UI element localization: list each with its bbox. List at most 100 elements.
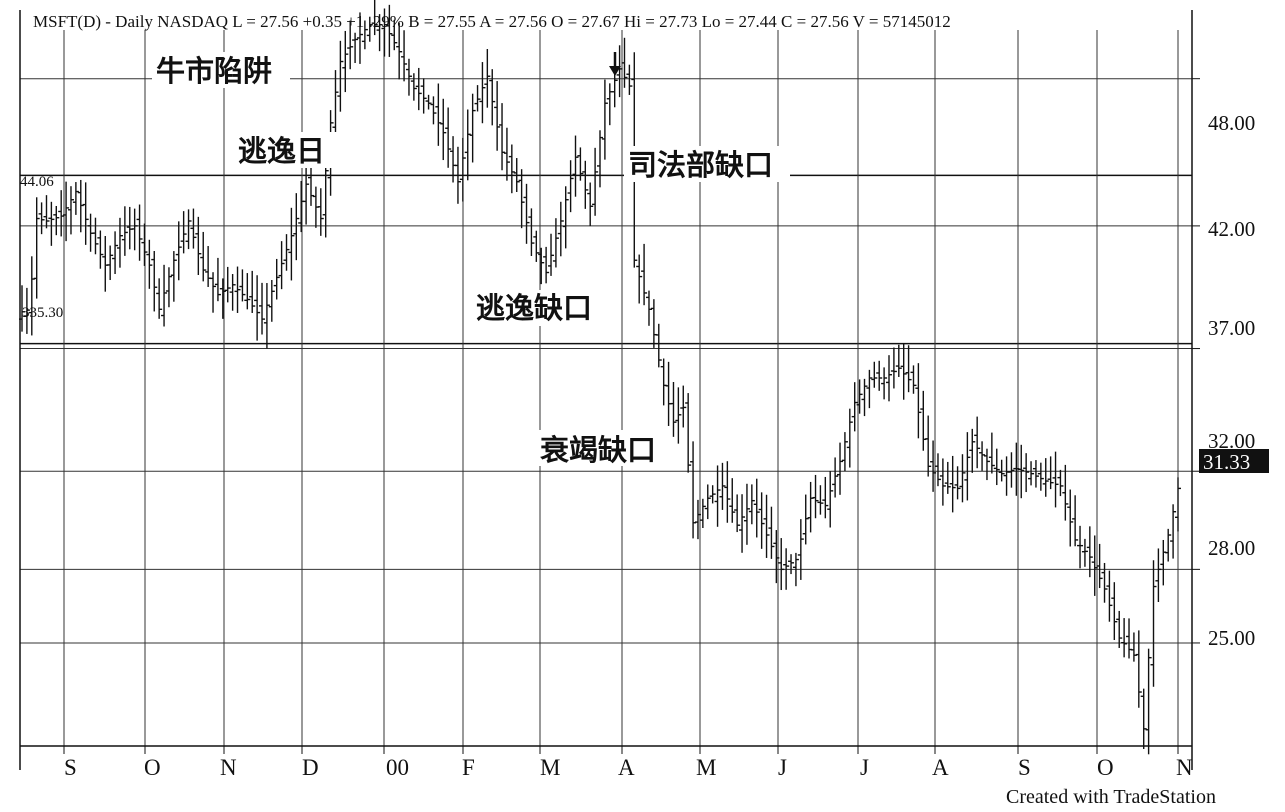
annotation-breakaway-day: 逃逸日 (238, 134, 325, 168)
x-tick-label: O (144, 755, 161, 780)
ohlc-bar (1121, 618, 1128, 658)
ohlc-bar (768, 506, 775, 559)
ohlc-bar (949, 455, 956, 513)
last-price-box (1199, 449, 1269, 473)
ohlc-bar (293, 193, 300, 261)
ohlc-bar (224, 266, 231, 303)
ohlc-bar (694, 499, 701, 540)
ohlc-bar (254, 275, 261, 341)
ohlc-bar (959, 454, 966, 503)
ohlc-bar (1028, 461, 1035, 486)
ohlc-bar (983, 448, 990, 481)
ohlc-bar (161, 264, 168, 327)
ohlc-bar (616, 45, 623, 98)
ohlc-bar (1116, 610, 1123, 648)
annotation-bg (234, 132, 338, 168)
ohlc-bar (538, 247, 545, 285)
ohlc-bar (337, 40, 344, 112)
ohlc-bar (964, 432, 971, 501)
ohlc-bar (797, 519, 804, 580)
ohlc-bar (636, 254, 643, 304)
ohlc-bar (386, 4, 393, 57)
ohlc-bar (43, 195, 50, 229)
ohlc-bar (567, 160, 574, 213)
ohlc-bar (920, 390, 927, 451)
ohlc-bar (552, 218, 559, 268)
ohlc-bar (1077, 525, 1084, 569)
ohlc-bar (347, 20, 354, 70)
ohlc-bar (572, 135, 579, 197)
x-tick-label: M (540, 755, 560, 780)
ohlc-bar (214, 257, 221, 302)
ohlc-bar (601, 79, 608, 160)
ohlc-bar (680, 385, 687, 428)
ohlc-bar (1037, 462, 1044, 491)
ohlc-bar (435, 83, 442, 146)
ohlc-bar (33, 197, 40, 299)
x-tick-label: S (64, 755, 77, 780)
ohlc-bar (494, 81, 501, 151)
ohlc-bar (1155, 548, 1162, 602)
ohlc-bar (1008, 452, 1015, 488)
ohlc-bar (1091, 535, 1098, 596)
ohlc-bar (38, 202, 45, 235)
ohlc-bar (298, 180, 305, 233)
ohlc-bar (709, 485, 716, 504)
ohlc-bar (592, 147, 599, 216)
ohlc-bar (900, 343, 907, 400)
ohlc-bar (650, 299, 657, 348)
ohlc-bar (739, 494, 746, 553)
ohlc-bar (773, 530, 780, 584)
ohlc-bar (322, 156, 329, 238)
ohlc-bar (278, 241, 285, 290)
ohlc-bar (1165, 528, 1172, 562)
ohlc-bar (562, 186, 569, 249)
ohlc-bar (597, 130, 603, 188)
ohlc-bar (817, 485, 824, 515)
y-tick-label: 25.00 (1208, 626, 1255, 650)
x-tick-label: N (220, 755, 237, 780)
ohlc-bar (195, 216, 202, 276)
y-tick-label: 37.00 (1208, 316, 1255, 340)
ohlc-bar (1057, 469, 1064, 497)
ohlc-bar (778, 538, 785, 591)
ohlc-bar (102, 236, 109, 292)
ohlc-bar (126, 206, 133, 250)
ohlc-bar (944, 461, 951, 494)
ohlc-bar (371, 0, 378, 36)
ohlc-bar (136, 204, 143, 261)
ohlc-bar (180, 211, 187, 254)
ohlc-bar (420, 78, 427, 114)
ohlc-bar (151, 251, 158, 312)
last-price-label: 31.33 (1203, 450, 1250, 474)
plot-frame (19, 10, 1193, 770)
ohlc-bar (626, 64, 633, 95)
ohlc-bar (533, 230, 540, 262)
ohlc-bar (308, 160, 314, 206)
ohlc-bar (165, 267, 172, 308)
ohlc-bar (557, 201, 564, 257)
annotation-runaway-gap: 逃逸缺口 (476, 291, 592, 325)
annotation-bg (152, 52, 290, 88)
ohlc-bar (190, 208, 197, 249)
ohlc-bar (28, 256, 35, 336)
ohlc-bar (1081, 538, 1088, 567)
ohlc-bar (915, 363, 922, 439)
ohlc-bar (244, 273, 251, 310)
ohlc-bar (998, 459, 1005, 482)
ohlc-bar (954, 466, 961, 500)
annotation-doj-gap: 司法部缺口 (628, 148, 773, 182)
chart-header: MSFT(D) - Daily NASDAQ L = 27.56 +0.35 +… (33, 12, 951, 31)
ohlc-bar (895, 344, 902, 377)
ohlc-bar (788, 554, 795, 575)
ohlc-bar (317, 188, 324, 236)
x-tick-label: M (696, 755, 716, 780)
ohlc-bar (1052, 451, 1059, 508)
ohlc-bar (234, 266, 241, 313)
ohlc-bar (121, 206, 128, 256)
ohlc-bar (714, 465, 721, 527)
ohlc-bar (92, 217, 99, 255)
ohlc-bar (1042, 458, 1049, 497)
ohlc-bar (58, 190, 65, 237)
ohlc-bar (361, 20, 368, 50)
